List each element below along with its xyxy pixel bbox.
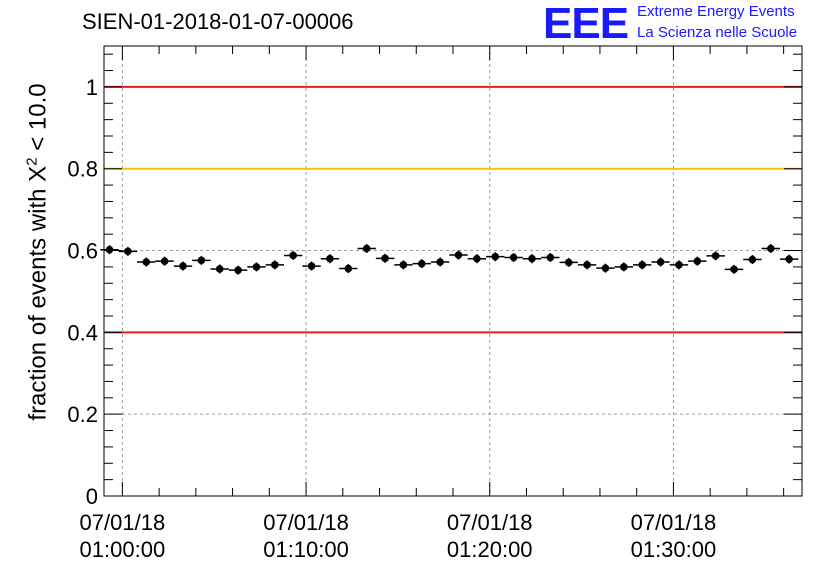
logo-line-2: La Scienza nelle Scuole [637, 24, 798, 41]
data-point [693, 257, 702, 265]
data-point [436, 258, 444, 266]
data-point [124, 247, 132, 256]
data-point [417, 259, 426, 268]
data-point [362, 244, 371, 253]
x-tick-label-time: 01:10:00 [263, 537, 349, 562]
data-point [234, 266, 242, 274]
data-point [491, 252, 500, 261]
data-point [730, 265, 738, 274]
x-tick-label-date: 07/01/18 [631, 510, 717, 535]
x-tick-label-time: 01:30:00 [631, 537, 717, 562]
data-point [528, 254, 536, 263]
y-tick-label: 0 [86, 484, 98, 509]
data-point [711, 252, 720, 260]
data-point [142, 258, 151, 266]
data-point [252, 263, 261, 271]
y-tick-label: 0.4 [67, 320, 98, 345]
data-point [197, 256, 206, 265]
x-tick-label-date: 07/01/18 [263, 510, 349, 535]
data-point [454, 251, 463, 259]
data-point [785, 255, 793, 263]
y-axis-label-symbol: X [24, 165, 52, 182]
data-point [601, 264, 610, 272]
logo-line-1: Extreme Energy Events [637, 3, 795, 20]
data-point [748, 255, 757, 264]
data-point [656, 258, 665, 266]
data-point [766, 244, 775, 253]
data-point [675, 261, 683, 269]
data-point [546, 253, 555, 262]
data-point [620, 263, 628, 271]
y-tick-label: 0.6 [67, 239, 98, 264]
x-tick-label-date: 07/01/18 [80, 510, 166, 535]
y-tick-label: 0.2 [67, 402, 98, 427]
data-point [344, 264, 353, 273]
data-point [160, 257, 169, 265]
data-point [289, 251, 297, 260]
eee-logo: EEE [543, 0, 629, 48]
x-tick-label-time: 01:00:00 [80, 537, 166, 562]
y-axis-label: fraction of events with X2 < 10.0 [24, 83, 53, 420]
chart-title: SIEN-01-2018-01-07-00006 [82, 9, 354, 34]
data-point [215, 265, 224, 273]
data-point [638, 261, 646, 269]
data-point [473, 254, 481, 263]
data-point [399, 261, 408, 269]
data-point [583, 261, 591, 269]
y-tick-label: 0.8 [67, 157, 98, 182]
data-point [179, 262, 187, 270]
x-tick-label-date: 07/01/18 [447, 510, 533, 535]
data-point [564, 258, 573, 267]
data-point [271, 261, 279, 269]
y-axis-label-exponent: 2 [23, 157, 41, 166]
data-point [105, 245, 114, 254]
data-point [381, 254, 389, 263]
y-axis-label-suffix: < 10.0 [24, 83, 52, 158]
y-tick-label: 1 [86, 75, 98, 100]
data-point [326, 254, 334, 263]
data-point [509, 253, 518, 262]
y-axis-label-prefix: fraction of events with [24, 181, 52, 421]
plot-frame [103, 45, 803, 497]
data-point [307, 262, 316, 270]
x-tick-label-time: 01:20:00 [447, 537, 533, 562]
